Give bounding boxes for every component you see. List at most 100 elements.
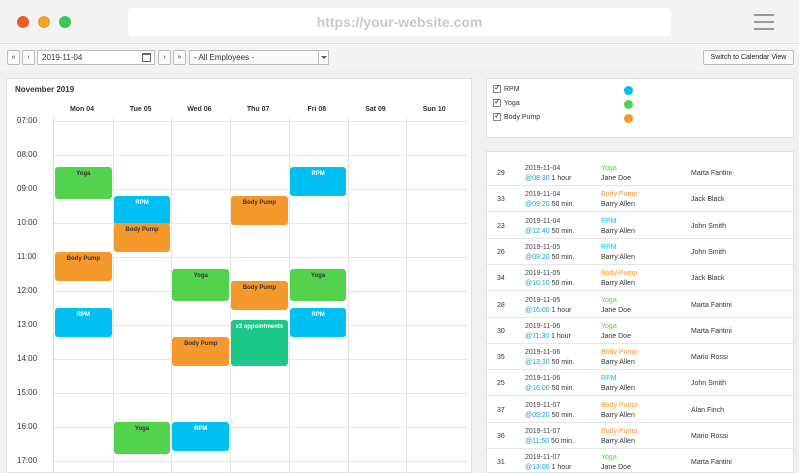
appointment-start-time: @12:40 xyxy=(525,227,550,235)
calendar-event[interactable]: Yoga xyxy=(172,268,230,302)
appointment-employee: Marta Fantini xyxy=(691,301,732,309)
next-page-button[interactable]: › xyxy=(158,50,171,65)
appointment-id: 23 xyxy=(497,222,505,230)
date-input[interactable]: 2019-11-04 xyxy=(37,50,155,65)
employee-select[interactable]: - All Employees - xyxy=(189,50,329,65)
appointment-row[interactable]: 29 2019-11-04 @08:30 1 hour Yoga Jane Doe Mar… xyxy=(487,160,793,186)
close-window-icon[interactable] xyxy=(17,16,29,28)
appointment-date: 2019-11-06 xyxy=(525,349,561,357)
calendar-event[interactable]: x2 appointments xyxy=(231,319,288,366)
legend-checkbox[interactable] xyxy=(493,83,501,93)
appointment-time: @16:00 1 hour xyxy=(525,307,571,314)
appointment-class: Yoga xyxy=(601,165,617,172)
appointment-id: 33 xyxy=(497,196,505,204)
appointment-time: @12:40 50 min. xyxy=(525,228,575,235)
appointment-date: 2019-11-07 xyxy=(525,428,561,435)
legend-label: RPM xyxy=(504,85,520,93)
legend-checkbox[interactable] xyxy=(493,97,501,107)
appointment-start-time: @13:30 xyxy=(525,359,550,367)
menu-icon[interactable] xyxy=(754,14,774,30)
appointment-duration: 1 hour xyxy=(549,332,571,340)
appointment-row[interactable]: 36 2019-11-07 @11:50 50 min. Body Pump Barry… xyxy=(487,423,793,449)
day-header: Sun 10 xyxy=(422,106,446,113)
legend-item[interactable]: RPM xyxy=(493,83,643,95)
appointment-employee: John Smith xyxy=(691,380,727,388)
appointment-row[interactable]: 25 2019-11-06 @16:00 50 min. RPM Barry Allen… xyxy=(487,370,793,397)
appointment-date: 2019-11-05 xyxy=(525,296,561,304)
last-page-button[interactable]: » xyxy=(173,50,186,65)
calendar-event[interactable]: Body Pump xyxy=(231,280,288,310)
calendar-event[interactable]: RPM xyxy=(289,166,347,196)
calendar-event[interactable]: RPM xyxy=(172,421,230,451)
appointment-client: Barry Allen xyxy=(601,201,635,209)
legend-item[interactable]: Body Pump xyxy=(493,111,643,123)
hour-label: 10:00 xyxy=(17,218,38,227)
appointment-row[interactable]: 31 2019-11-07 @13:00 1 hour Yoga Jane Doe Mar… xyxy=(487,449,793,472)
appointment-client: Barry Allen xyxy=(601,227,635,235)
appointment-duration: 1 hour xyxy=(549,175,572,182)
appointment-employee: Marta Fantini xyxy=(691,170,732,177)
calendar-event[interactable]: Body Pump xyxy=(172,336,230,366)
appointment-duration: 1 hour xyxy=(549,306,572,314)
hour-gridline xyxy=(54,257,468,258)
day-column-divider xyxy=(347,117,349,473)
appointment-start-time: @08:30 xyxy=(525,175,550,182)
appointment-time: @16:00 50 min. xyxy=(525,385,575,392)
calendar-icon[interactable] xyxy=(142,53,151,62)
appointment-row[interactable]: 28 2019-11-05 @16:00 1 hour Yoga Jane Doe Mar… xyxy=(487,292,793,318)
appointment-row[interactable]: 23 2019-11-04 @12:40 50 min. RPM Barry Allen… xyxy=(487,213,793,239)
appointment-date: 2019-11-05 xyxy=(525,243,561,251)
appointment-class: Body Pump xyxy=(601,428,638,435)
calendar-event[interactable]: Body Pump xyxy=(231,195,288,225)
toolbar: « ‹ 2019-11-04 › » - All Employees - Swi… xyxy=(0,45,799,70)
appointment-time: @13:30 50 min. xyxy=(525,359,575,366)
appointment-time: @11:30 1 hour xyxy=(525,333,571,340)
calendar-event[interactable]: Yoga xyxy=(55,166,112,200)
calendar-event[interactable]: Body Pump xyxy=(113,223,171,252)
week-calendar: November 2019 Yoga Body Pump RPM RPM Body Pu… xyxy=(6,78,472,473)
appointment-client: Jane Doe xyxy=(601,332,631,340)
appointment-row[interactable]: 37 2019-11-07 @09:20 50 min. Body Pump Barry… xyxy=(487,397,793,423)
first-page-button[interactable]: « xyxy=(7,50,20,65)
calendar-event[interactable]: Body Pump xyxy=(55,251,112,281)
appointment-list: 29 2019-11-04 @08:30 1 hour Yoga Jane Doe Mar… xyxy=(486,151,794,473)
appointment-duration: 50 min. xyxy=(549,253,575,261)
appointment-time: @09:20 50 min. xyxy=(525,412,575,419)
calendar-event[interactable]: RPM xyxy=(113,195,171,225)
appointment-client: Barry Allen xyxy=(601,280,635,288)
day-header: Sat 09 xyxy=(365,106,386,113)
appointment-row[interactable]: 30 2019-11-06 @11:30 1 hour Yoga Jane Doe Mar… xyxy=(487,318,793,344)
appointment-start-time: @11:30 xyxy=(525,332,550,340)
prev-page-button[interactable]: ‹ xyxy=(22,50,35,65)
appointment-client: Jane Doe xyxy=(601,175,631,182)
switch-view-button[interactable]: Switch to Calendar View xyxy=(703,50,794,65)
appointment-row[interactable]: 35 2019-11-06 @13:30 50 min. Body Pump Barry… xyxy=(487,344,793,371)
appointment-row[interactable]: 34 2019-11-05 @10:10 50 min. Body Pump Barry… xyxy=(487,265,793,292)
legend-color-dot xyxy=(624,86,633,95)
appointment-date: 2019-11-05 xyxy=(525,270,561,278)
url-bar[interactable]: https://your-website.com xyxy=(128,8,671,36)
calendar-event[interactable]: Yoga xyxy=(289,268,347,302)
appointment-time: @13:00 1 hour xyxy=(525,464,571,471)
calendar-grid[interactable]: Yoga Body Pump RPM RPM Body Pump Yoga Yoga Body… xyxy=(53,117,468,473)
calendar-event[interactable]: RPM xyxy=(289,308,347,337)
appointment-row[interactable]: 33 2019-11-04 @09:20 50 min. Body Pump Barry… xyxy=(487,186,793,213)
browser-chrome: https://your-website.com xyxy=(0,0,799,44)
appointment-duration: 50 min. xyxy=(549,201,575,209)
hour-gridline xyxy=(54,427,468,428)
appointment-employee: Mario Rossi xyxy=(691,433,728,440)
appointment-class: Body Pump xyxy=(601,401,638,409)
appointment-time: @09:20 50 min. xyxy=(525,254,575,261)
legend-checkbox[interactable] xyxy=(493,111,501,121)
appointment-id: 37 xyxy=(497,406,505,414)
appointment-row[interactable]: 26 2019-11-05 @09:20 50 min. RPM Barry Allen… xyxy=(487,239,793,265)
legend-panel: RPM Yoga Body Pump xyxy=(486,78,794,138)
minimize-window-icon[interactable] xyxy=(38,16,50,28)
calendar-event[interactable]: RPM xyxy=(55,308,112,337)
appointment-id: 31 xyxy=(497,459,505,467)
legend-label: Body Pump xyxy=(504,113,541,121)
maximize-window-icon[interactable] xyxy=(59,16,71,28)
appointment-duration: 50 min. xyxy=(549,411,575,419)
calendar-event[interactable]: Yoga xyxy=(113,421,171,455)
legend-item[interactable]: Yoga xyxy=(493,97,643,109)
